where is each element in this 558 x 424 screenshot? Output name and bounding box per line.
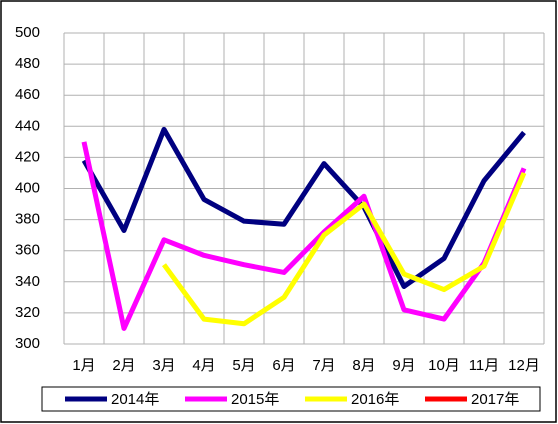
x-tick-label: 5月 bbox=[232, 357, 255, 374]
x-tick-label: 8月 bbox=[352, 357, 375, 374]
series-line bbox=[81, 141, 527, 331]
x-tick-label: 4月 bbox=[192, 357, 215, 374]
legend-label: 2015年 bbox=[231, 391, 279, 408]
y-tick-label: 460 bbox=[15, 86, 40, 103]
series-line bbox=[161, 171, 527, 327]
x-tick-label: 12月 bbox=[508, 357, 540, 374]
x-tick-label: 6月 bbox=[272, 357, 295, 374]
y-tick-label: 360 bbox=[15, 242, 40, 259]
y-tick-label: 420 bbox=[15, 148, 40, 165]
x-tick-label: 7月 bbox=[312, 357, 335, 374]
legend-box bbox=[41, 386, 541, 412]
y-tick-label: 340 bbox=[15, 273, 40, 290]
x-tick-label: 9月 bbox=[392, 357, 415, 374]
y-tick-label: 500 bbox=[15, 24, 40, 41]
x-tick-label: 11月 bbox=[469, 357, 500, 374]
y-tick-label: 480 bbox=[15, 55, 40, 72]
x-tick-label: 2月 bbox=[112, 357, 135, 374]
y-tick-label: 400 bbox=[15, 179, 40, 196]
x-tick-label: 10月 bbox=[428, 357, 460, 374]
x-tick-label: 1月 bbox=[72, 357, 95, 374]
series-line bbox=[81, 126, 526, 289]
y-tick-label: 300 bbox=[15, 335, 40, 352]
x-tick-label: 3月 bbox=[152, 357, 175, 374]
y-tick-label: 320 bbox=[15, 304, 40, 321]
legend-label: 2016年 bbox=[351, 391, 399, 408]
y-tick-label: 380 bbox=[15, 211, 40, 228]
y-tick-label: 440 bbox=[15, 117, 40, 134]
legend-label: 2014年 bbox=[111, 391, 159, 408]
legend-label: 2017年 bbox=[471, 391, 519, 408]
